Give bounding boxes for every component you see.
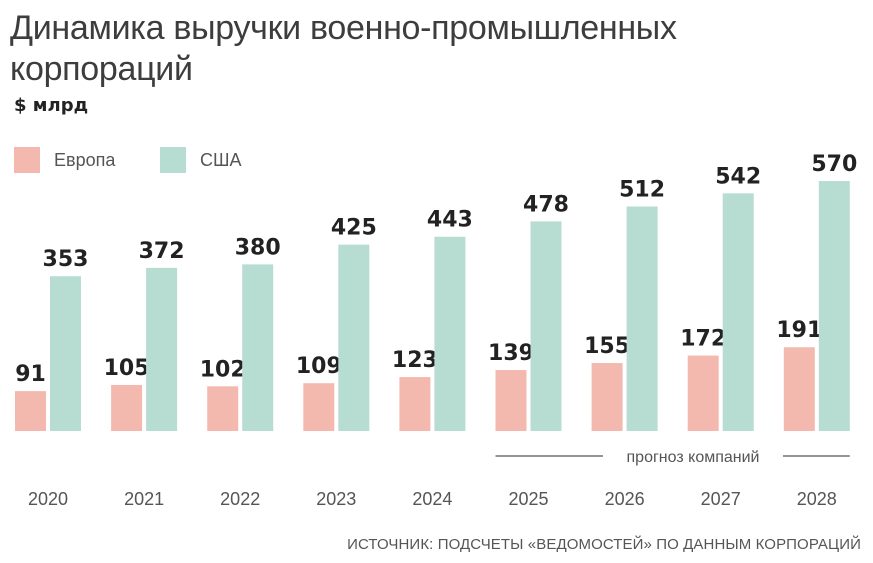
legend-item-europe: Европа [14,147,115,173]
bar-usa-2022 [242,264,274,431]
bar-usa-2020 [50,276,81,431]
legend-label-usa: США [200,149,242,170]
bar-europe-2028 [783,347,815,431]
value-label-usa-2026: 512 [619,177,665,202]
year-label-2025: 2025 [508,489,548,509]
bar-usa-2024 [434,236,466,431]
legend-label-europe: Европа [54,149,116,170]
year-label-2024: 2024 [412,489,452,509]
value-label-europe-2025: 139 [488,341,534,366]
bar-usa-2028 [818,181,850,431]
value-label-usa-2022: 380 [235,235,281,260]
bar-europe-2020 [15,391,46,431]
value-label-europe-2024: 123 [392,348,438,373]
bar-europe-2022 [207,386,239,431]
bar-usa-2025 [530,221,562,431]
year-label-2020: 2020 [28,489,68,509]
bar-europe-2021 [111,384,143,431]
value-label-europe-2021: 105 [104,356,150,381]
chart-title: Динамика выручки военно-промышленных кор… [10,9,677,88]
year-label-2028: 2028 [797,489,837,509]
value-label-europe-2028: 191 [776,318,822,343]
bar-europe-2024 [399,377,431,431]
bar-europe-2026 [591,363,623,431]
forecast-label: прогноз компаний [627,449,760,466]
bar-europe-2027 [687,355,719,431]
value-label-usa-2023: 425 [331,216,377,241]
bar-usa-2027 [722,193,754,431]
value-label-usa-2020: 353 [43,247,89,272]
value-label-europe-2022: 102 [200,357,246,382]
bar-europe-2023 [303,383,335,431]
legend-swatch-usa [160,147,186,173]
bar-usa-2026 [626,206,658,431]
legend-item-usa: США [160,147,242,173]
value-label-europe-2020: 91 [15,362,46,387]
year-label-2026: 2026 [605,489,645,509]
value-label-usa-2027: 542 [715,164,761,189]
value-label-usa-2028: 570 [811,152,857,177]
bar-europe-2025 [495,370,527,431]
value-label-usa-2021: 372 [139,239,185,264]
value-label-usa-2025: 478 [523,192,569,217]
source-note: ИСТОЧНИК: ПОДСЧЕТЫ «ВЕДОМОСТЕЙ» ПО ДАННЫ… [347,536,861,553]
bar-usa-2023 [338,244,370,431]
value-label-europe-2023: 109 [296,354,342,379]
year-label-2021: 2021 [124,489,164,509]
year-label-2022: 2022 [220,489,260,509]
year-label-2027: 2027 [701,489,741,509]
bar-usa-2021 [146,267,178,431]
value-label-europe-2026: 155 [584,334,630,359]
value-label-usa-2024: 443 [427,208,473,233]
legend-swatch-europe [14,147,40,173]
value-label-europe-2027: 172 [680,327,726,352]
year-label-2023: 2023 [316,489,356,509]
unit-label: $ млрд [14,95,89,116]
